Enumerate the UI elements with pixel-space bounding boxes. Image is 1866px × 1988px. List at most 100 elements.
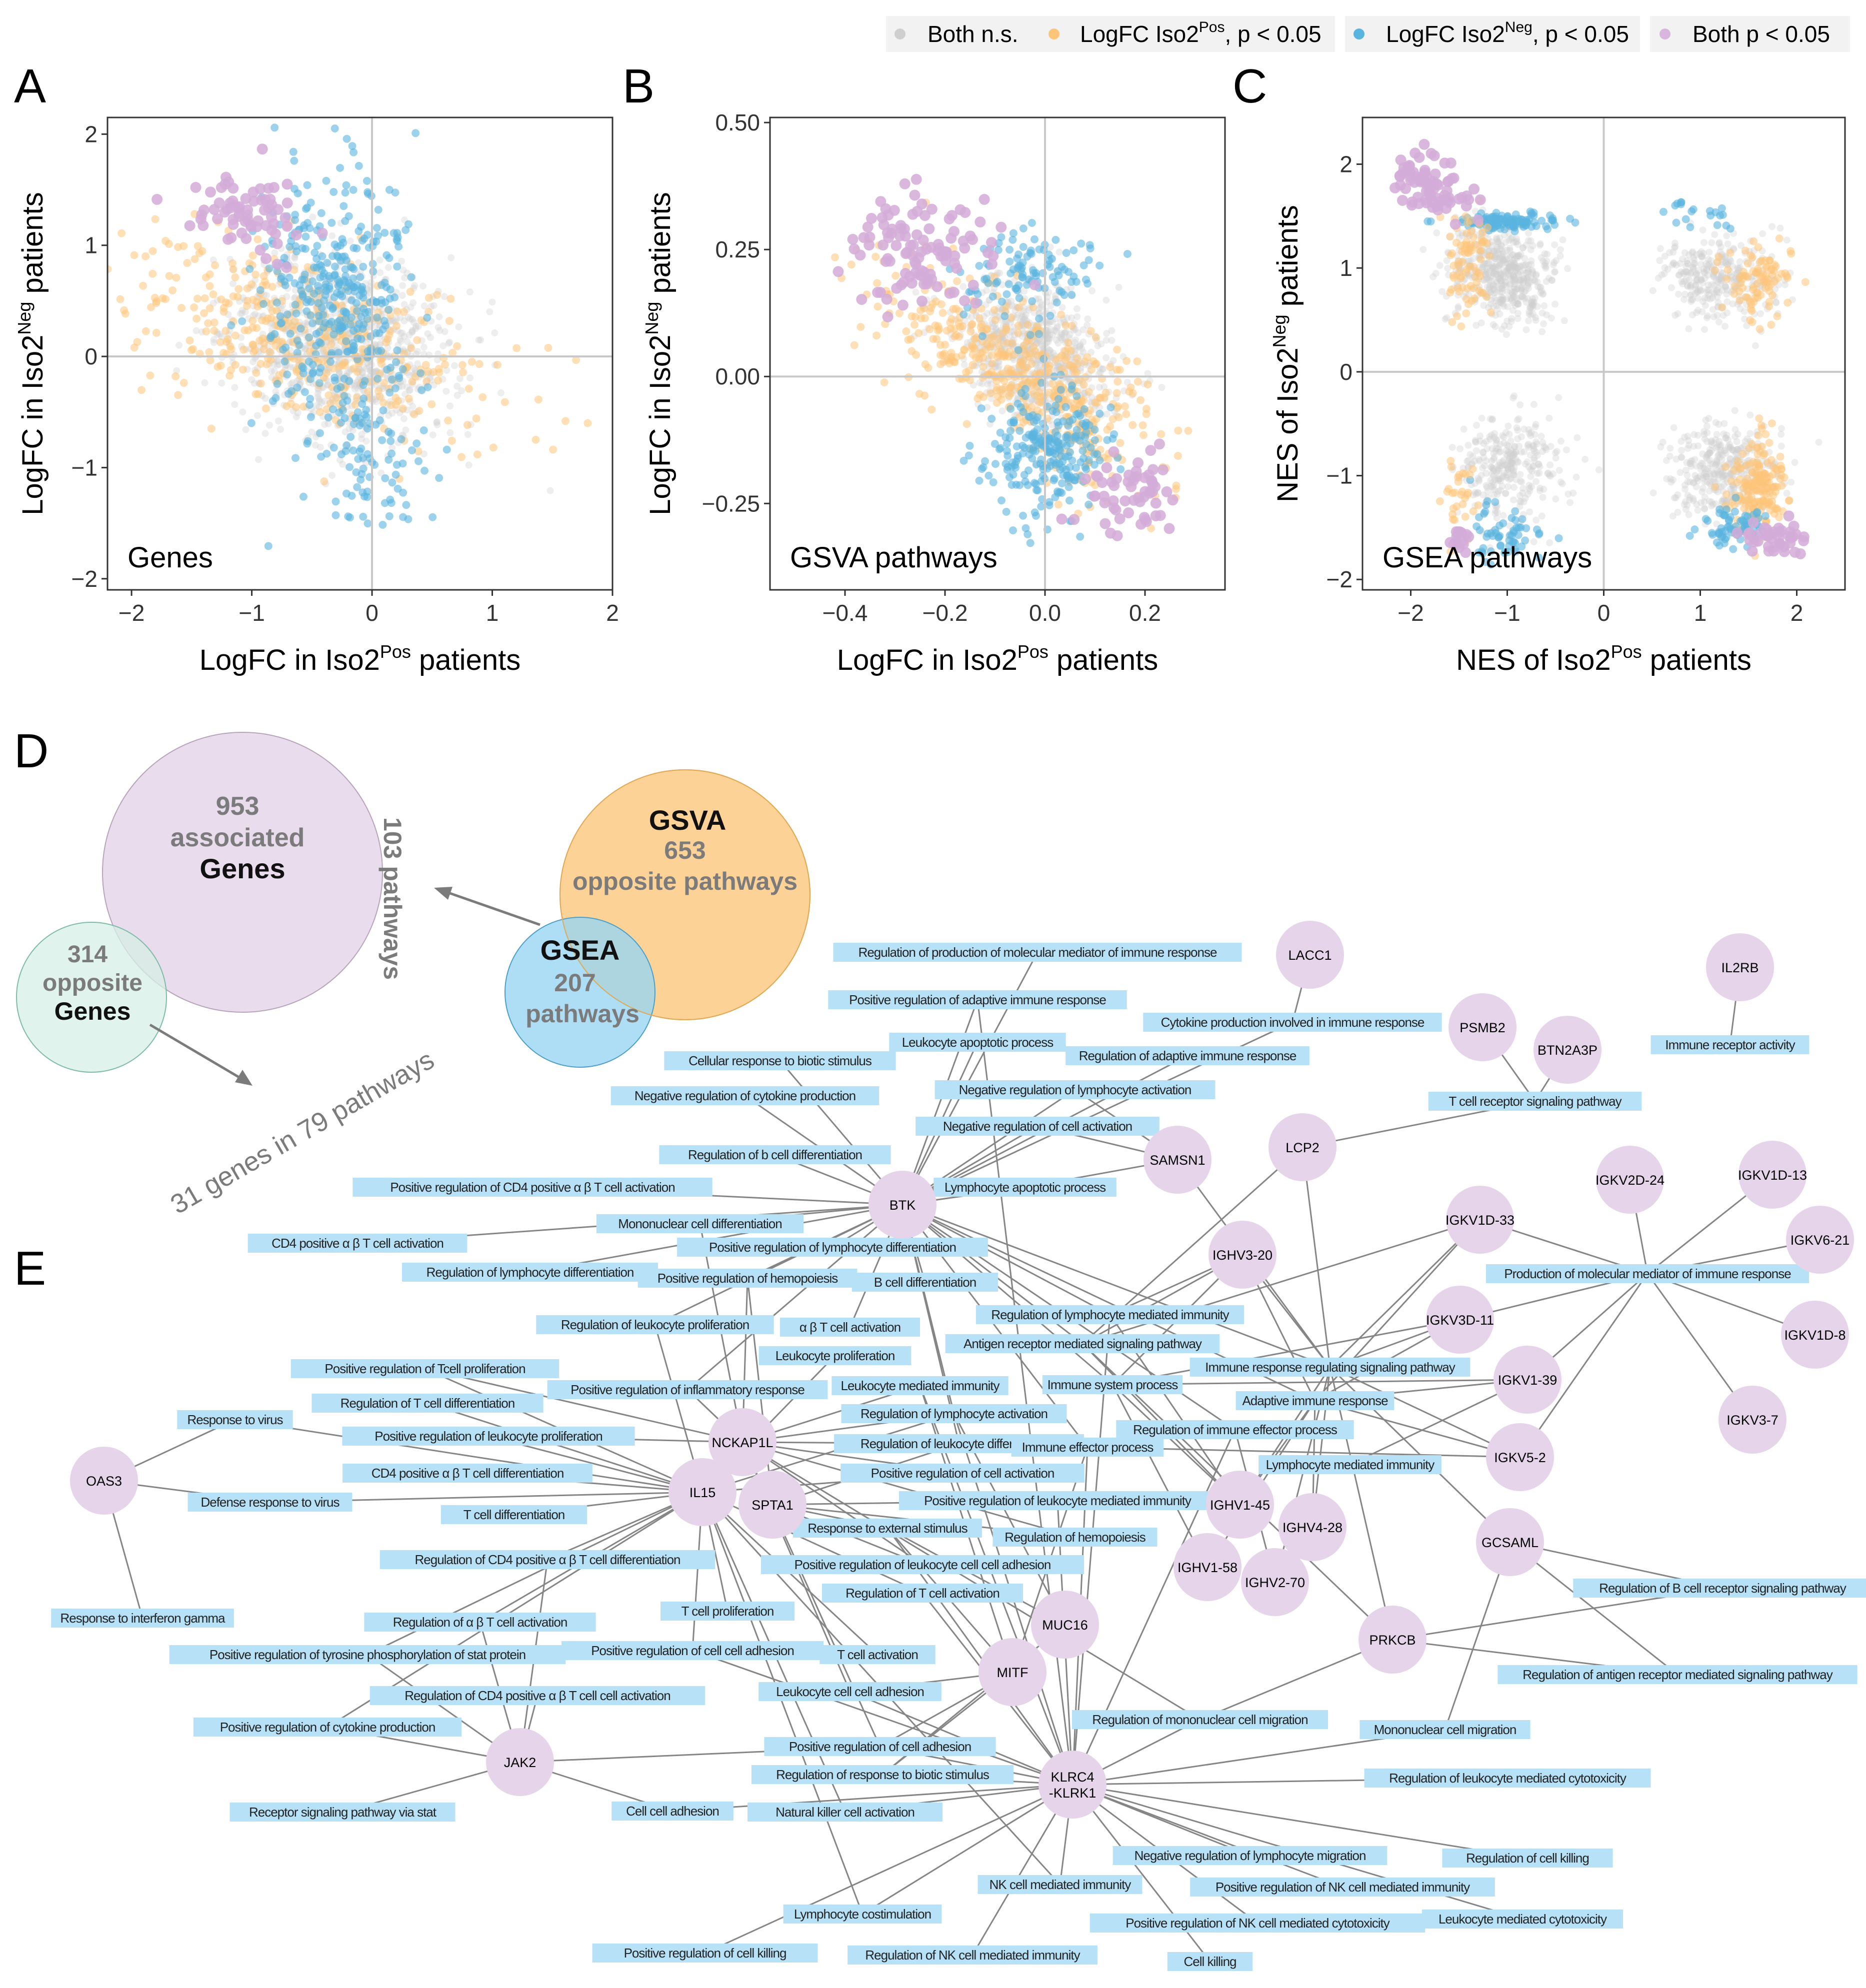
data-point-neg [1050, 278, 1059, 286]
data-point-ns [1098, 365, 1106, 373]
data-point-ns [998, 407, 1006, 415]
data-point-pos [130, 343, 138, 352]
data-point-ns [1539, 494, 1546, 501]
data-point-pos [108, 265, 112, 273]
data-point-neg [309, 368, 318, 376]
data-point-ns [1512, 266, 1520, 273]
data-point-ns [1525, 317, 1532, 324]
data-point-both [982, 247, 994, 258]
data-point-pos [139, 281, 148, 290]
data-point-ns [1506, 281, 1514, 289]
data-point-pos [206, 282, 214, 290]
data-point-ns [1485, 270, 1492, 278]
data-point-ns [1514, 264, 1522, 272]
data-point-pos [926, 307, 934, 315]
data-point-pos [192, 314, 201, 323]
data-point-ns [1508, 289, 1516, 296]
data-point-ns [990, 323, 997, 330]
data-point-pos [880, 378, 888, 386]
data-point-both [1120, 495, 1131, 507]
data-point-neg [1051, 428, 1060, 436]
data-point-both [198, 220, 209, 231]
data-point-pos [240, 345, 248, 354]
data-point-pos [458, 361, 466, 369]
data-point-both [882, 253, 894, 264]
data-point-ns [1490, 263, 1497, 270]
data-point-ns [1526, 508, 1534, 516]
data-point-pos [252, 270, 260, 279]
data-point-pos [1002, 324, 1010, 332]
data-point-neg [342, 181, 350, 189]
data-point-ns [454, 392, 461, 399]
data-point-neg [996, 428, 1004, 437]
data-point-both [1439, 190, 1450, 201]
data-point-ns [1514, 315, 1522, 322]
data-point-ns [1529, 304, 1536, 312]
data-point-both [205, 186, 216, 198]
data-point-ns [1052, 292, 1059, 299]
data-point-neg [247, 419, 256, 427]
data-point-neg [310, 248, 319, 257]
data-point-neg [1050, 474, 1058, 483]
data-point-pos [895, 309, 904, 317]
data-point-neg [264, 542, 272, 550]
data-point-both [260, 253, 272, 264]
data-point-pos [288, 322, 296, 331]
data-point-neg [353, 307, 362, 315]
data-point-ns [1528, 301, 1536, 308]
data-point-pos [902, 327, 910, 335]
data-point-ns [1493, 235, 1500, 243]
data-point-pos [500, 398, 509, 406]
data-point-neg [1009, 526, 1017, 534]
data-point-ns [433, 419, 440, 426]
data-point-ns [1038, 301, 1046, 309]
data-point-ns [1522, 261, 1530, 268]
data-point-neg [268, 397, 277, 405]
data-point-neg [324, 413, 332, 421]
data-point-ns [342, 428, 349, 435]
data-point-pos [248, 280, 256, 288]
data-point-ns [1552, 257, 1560, 264]
data-point-both [944, 213, 955, 224]
data-point-neg [988, 414, 996, 423]
data-point-ns [1685, 325, 1692, 332]
data-point-ns [1494, 246, 1501, 253]
data-point-ns [1527, 246, 1534, 253]
data-point-pos [364, 387, 372, 396]
data-point-ns [1494, 238, 1502, 245]
data-point-neg [1064, 483, 1073, 491]
data-point-both [1461, 190, 1472, 201]
data-point-pos [324, 391, 333, 399]
x-axis-label: LogFC in Iso2Pos patients [837, 641, 1158, 676]
data-point-ns [1504, 259, 1511, 266]
data-point-ns [1494, 240, 1502, 247]
data-point-ns [1502, 238, 1510, 246]
data-point-neg [416, 369, 425, 377]
data-point-neg [354, 161, 363, 170]
data-point-neg [334, 348, 343, 357]
data-point-neg [360, 234, 368, 243]
data-point-neg [398, 365, 407, 373]
data-point-neg [1012, 284, 1020, 293]
data-point-both [282, 178, 293, 190]
data-point-neg [290, 156, 298, 165]
data-point-pos [1472, 278, 1481, 286]
data-point-ns [446, 429, 454, 436]
data-point-both [1080, 473, 1092, 484]
data-point-neg [1016, 403, 1025, 411]
data-point-both [1410, 147, 1421, 159]
data-point-neg [390, 293, 399, 301]
data-point-neg [1090, 436, 1099, 444]
data-point-both [909, 189, 920, 201]
data-point-ns [1688, 311, 1696, 318]
data-point-ns [1530, 310, 1536, 318]
data-point-ns [1537, 283, 1544, 291]
data-point-neg [1090, 450, 1098, 458]
data-point-ns [1044, 331, 1052, 339]
data-point-neg [300, 221, 308, 229]
data-point-neg [322, 176, 330, 185]
data-point-neg [364, 450, 372, 458]
data-point-ns [292, 286, 299, 294]
data-point-ns [410, 299, 417, 306]
data-point-ns [1500, 257, 1507, 264]
